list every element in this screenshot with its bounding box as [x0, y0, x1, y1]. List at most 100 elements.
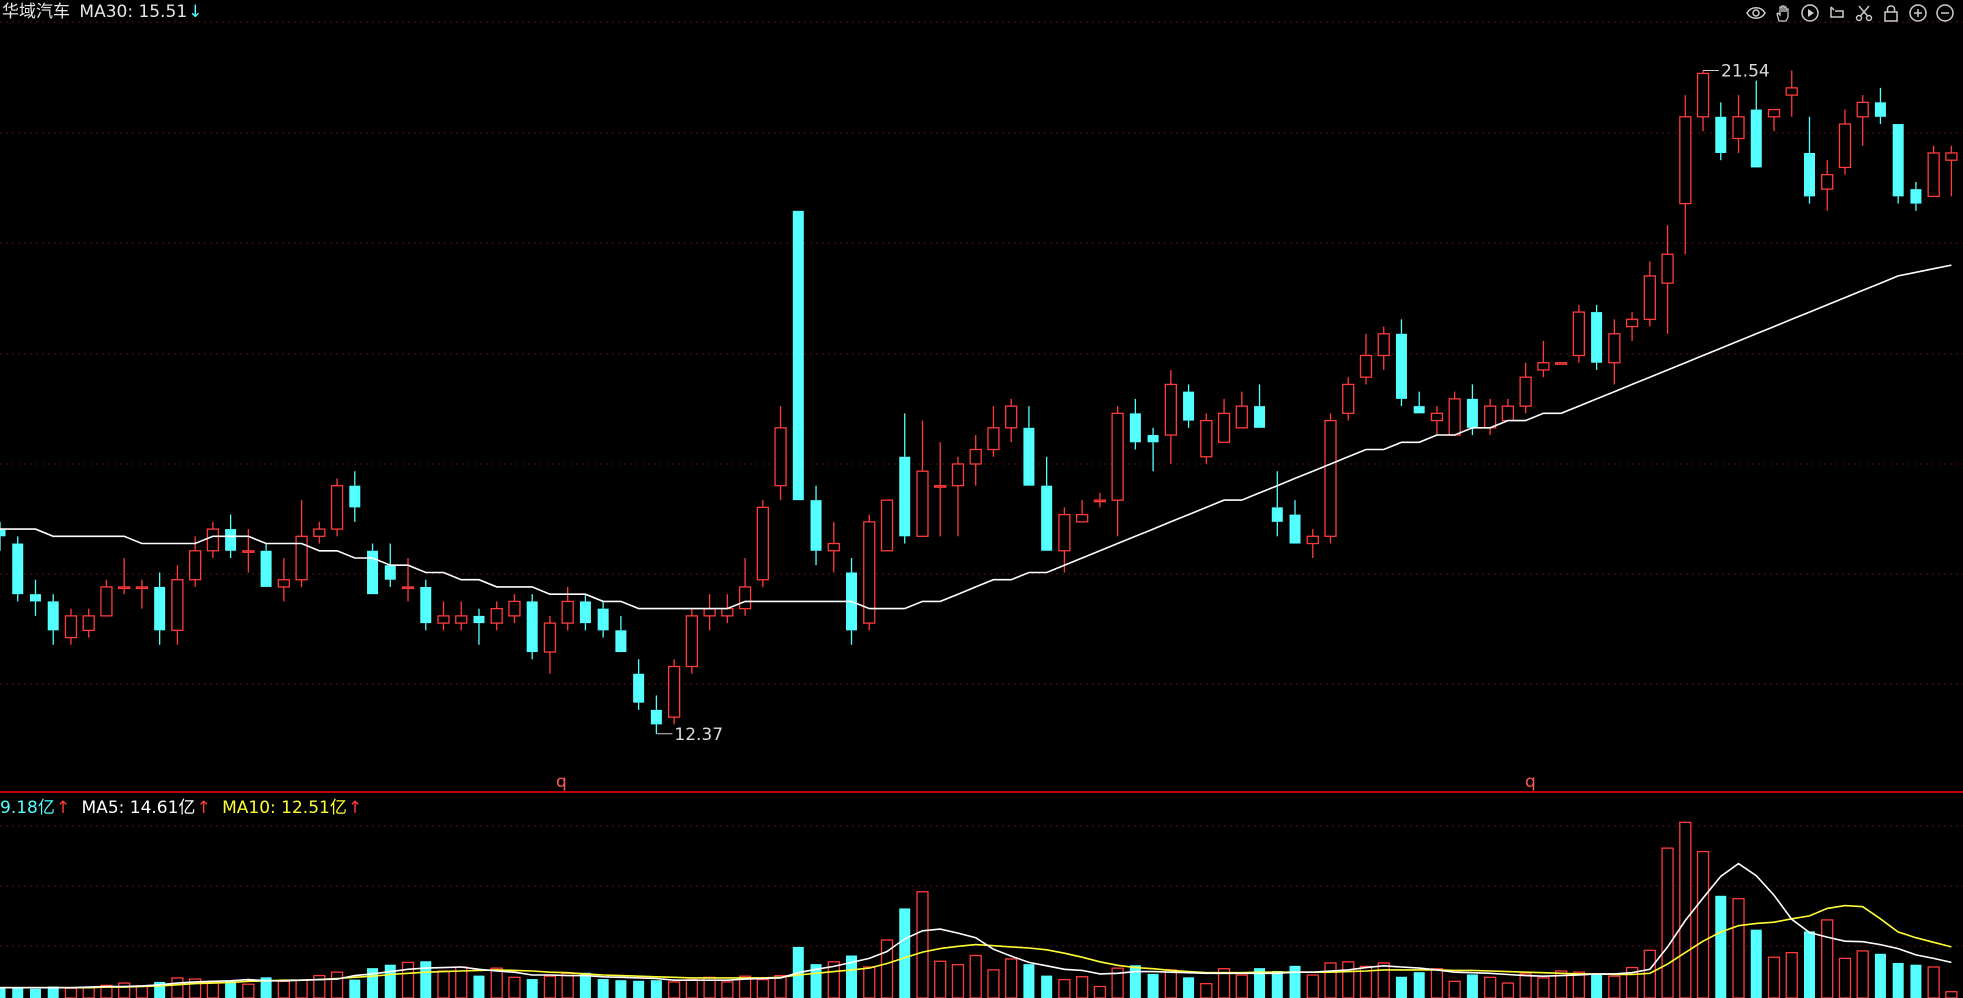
volume-bar	[1803, 931, 1815, 998]
volume-bar	[1732, 898, 1745, 998]
volume-bar	[349, 979, 361, 998]
candle	[225, 514, 237, 559]
candle	[1254, 384, 1266, 428]
volume-bar	[1679, 821, 1692, 998]
candle	[1466, 384, 1478, 436]
volume-bar	[1306, 974, 1319, 998]
play-icon[interactable]	[1798, 2, 1822, 24]
lock-icon[interactable]	[1879, 2, 1903, 24]
ma30-arrow: ↓	[188, 2, 203, 22]
volume-bar	[1821, 919, 1834, 998]
volume-bar	[118, 982, 131, 998]
ma5-label: MA5:	[81, 798, 130, 818]
candle	[1821, 160, 1834, 211]
candle	[810, 485, 822, 566]
candle	[1696, 70, 1710, 132]
volume-bar	[880, 939, 894, 998]
volume-bar	[1466, 974, 1478, 998]
candle	[118, 558, 131, 595]
volume-bar	[1200, 982, 1213, 998]
candle	[633, 659, 645, 710]
volume-bar	[667, 981, 681, 998]
volume-bar	[1608, 975, 1621, 998]
candle	[420, 579, 432, 631]
candle	[1217, 398, 1231, 443]
volume-bar	[508, 976, 521, 998]
candle	[1359, 333, 1373, 385]
candle	[1501, 398, 1515, 422]
volume-bar	[0, 987, 6, 998]
volume-bar	[561, 972, 574, 998]
candle	[1643, 261, 1656, 327]
hand-icon[interactable]	[1771, 2, 1795, 24]
volume-bar	[135, 985, 149, 998]
volume-bar	[1235, 974, 1248, 998]
candle	[384, 543, 396, 587]
candle	[1591, 304, 1603, 370]
ma30-line	[0, 264, 1952, 610]
scissors-icon[interactable]	[1852, 2, 1876, 24]
candle	[1324, 413, 1337, 544]
volume-bar	[650, 980, 662, 998]
candle	[1448, 391, 1461, 436]
volume-bar	[473, 975, 485, 998]
candle	[597, 601, 609, 638]
volume-bar	[1395, 976, 1407, 998]
candle	[1608, 319, 1621, 385]
candle	[1183, 384, 1195, 428]
candle	[1164, 369, 1177, 464]
volume-bar	[1750, 929, 1762, 998]
candle	[47, 594, 59, 645]
candle	[951, 456, 965, 537]
volume-bar	[1023, 964, 1035, 998]
volume-bar	[1715, 895, 1727, 998]
eye-icon[interactable]	[1744, 2, 1768, 24]
candle	[685, 608, 699, 674]
volume-bar	[1910, 964, 1922, 998]
volume-bar	[367, 968, 379, 998]
volume-bar	[1572, 971, 1586, 998]
volume-bar	[1058, 978, 1071, 998]
candle	[899, 413, 911, 544]
volume-bar	[526, 979, 538, 998]
candle	[100, 579, 113, 617]
candle	[1093, 492, 1107, 508]
candle	[1058, 507, 1071, 573]
candle	[1803, 116, 1815, 204]
candle	[12, 536, 24, 602]
candle	[1625, 312, 1639, 342]
candle	[1413, 391, 1425, 414]
candle	[863, 514, 876, 631]
zoom-in-icon[interactable]	[1906, 2, 1930, 24]
volume-bar	[1519, 973, 1532, 998]
ma10-value: 12.51亿	[281, 798, 347, 818]
candle	[82, 608, 95, 638]
candle	[579, 594, 591, 631]
candle	[1484, 398, 1497, 436]
volume-bar	[1874, 953, 1886, 998]
volume-bar	[1785, 951, 1798, 998]
volume-bar	[1289, 965, 1301, 998]
candle	[367, 543, 379, 595]
volume-bar	[295, 979, 308, 998]
volume-bar	[597, 979, 609, 998]
candle	[1023, 406, 1035, 486]
candle	[1927, 145, 1940, 198]
zoom-out-icon[interactable]	[1933, 2, 1957, 24]
volume-bar	[969, 954, 982, 998]
price-extremes: 21.54 12.37	[656, 62, 1770, 745]
ma5-value: 14.61亿	[129, 798, 196, 818]
volume-bar	[1696, 850, 1710, 998]
volume-bar	[934, 960, 947, 998]
volume-bar	[1129, 965, 1141, 998]
undo-icon[interactable]	[1825, 2, 1849, 24]
volume-bar	[1359, 965, 1373, 998]
volume-bar	[846, 955, 858, 998]
candle	[1537, 341, 1550, 378]
candle	[1910, 181, 1922, 211]
candle	[1892, 124, 1904, 204]
candle	[1715, 102, 1727, 161]
ma10-label: MA10:	[222, 798, 282, 818]
candle	[1395, 319, 1407, 407]
